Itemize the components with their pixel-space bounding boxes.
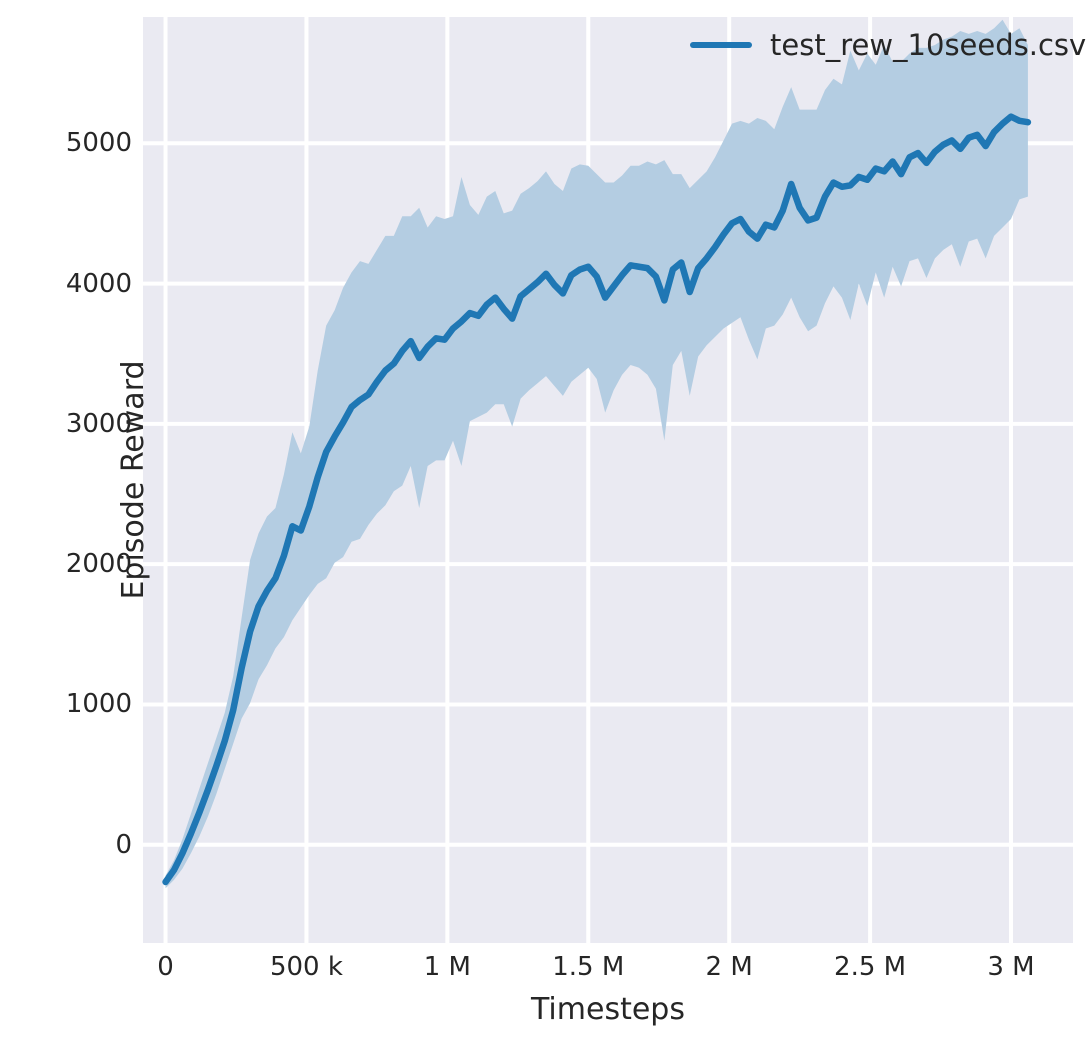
y-tick-label-1: 1000 xyxy=(65,689,132,720)
y-tick-label-2: 2000 xyxy=(65,549,132,580)
series-confidence-band xyxy=(165,19,1028,889)
x-tick-label-3: 1.5 M xyxy=(552,952,625,982)
confidence-band xyxy=(165,19,1028,889)
data-line xyxy=(162,113,1032,886)
x-tick-label-5: 2.5 M xyxy=(834,952,907,982)
y-axis-label: Episode Reward xyxy=(116,360,152,600)
legend-entry-label: test_rew_10seeds.csv xyxy=(770,28,1087,62)
y-tick-label-5: 5000 xyxy=(65,128,132,159)
x-tick-label-4: 2 M xyxy=(705,952,753,982)
x-tick-label-2: 1 M xyxy=(423,952,471,982)
y-tick-label-4: 4000 xyxy=(65,268,132,299)
series-line-test-rew-10seeds xyxy=(162,113,1032,886)
x-tick-label-0: 0 xyxy=(157,952,174,982)
x-tick-label-6: 3 M xyxy=(987,952,1035,982)
y-tick-label-0: 0 xyxy=(115,829,132,860)
x-axis-label: Timesteps xyxy=(531,992,685,1027)
x-tick-label-1: 500 k xyxy=(269,952,343,982)
legend-line-swatch xyxy=(690,42,752,48)
y-tick-label-3: 3000 xyxy=(65,408,132,439)
chart-legend[interactable]: test_rew_10seeds.csv xyxy=(690,28,1086,62)
